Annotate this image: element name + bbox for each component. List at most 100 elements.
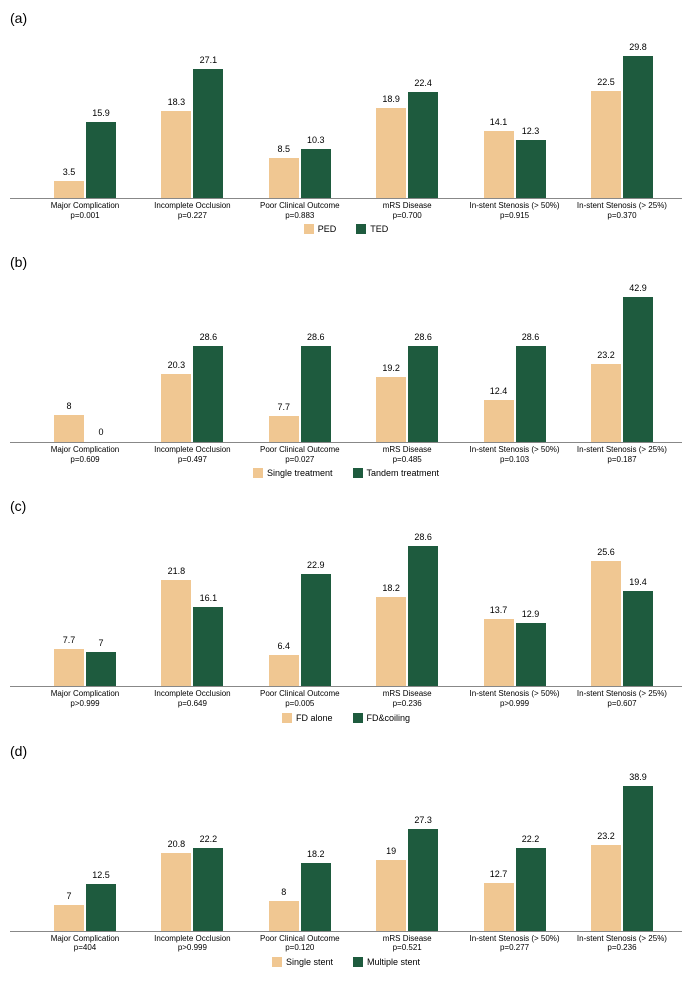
bar-value-label: 12.3 — [522, 126, 540, 136]
x-label: In-stent Stenosis (> 25%)p=0.236 — [572, 934, 672, 953]
bars: 18.327.1 — [161, 46, 223, 198]
bar-series-1: 19.2 — [376, 377, 406, 442]
bar-group: 13.712.9 — [465, 534, 565, 686]
legend-item: PED — [304, 224, 337, 234]
bar-value-label: 7.7 — [63, 635, 76, 645]
bar-group: 23.238.9 — [572, 779, 672, 931]
x-label: In-stent Stenosis (> 25%)p=0.187 — [572, 445, 672, 464]
bar-series-2: 42.9 — [623, 297, 653, 442]
bar-series-1: 8 — [54, 415, 84, 442]
legend-text: Multiple stent — [367, 957, 420, 967]
chart-area: 712.520.822.2818.21927.312.722.223.238.9 — [10, 743, 682, 932]
bar-series-2: 18.2 — [301, 863, 331, 930]
legend-text: PED — [318, 224, 337, 234]
legend-item: Multiple stent — [353, 957, 420, 967]
legend-text: Single stent — [286, 957, 333, 967]
bar-value-label: 23.2 — [597, 831, 615, 841]
legend-swatch — [253, 468, 263, 478]
bar-series-1: 7.7 — [269, 416, 299, 442]
bar-value-label: 28.6 — [200, 332, 218, 342]
bar-value-label: 6.4 — [278, 641, 291, 651]
bar-value-label: 18.2 — [307, 849, 325, 859]
legend-swatch — [356, 224, 366, 234]
bar-value-label: 13.7 — [490, 605, 508, 615]
x-label: Incomplete Occlusionp=0.497 — [142, 445, 242, 464]
bar-value-label: 38.9 — [629, 772, 647, 782]
bar-series-2: 28.6 — [193, 346, 223, 443]
legend-text: Tandem treatment — [367, 468, 440, 478]
chart-area: 8020.328.67.728.619.228.612.428.623.242.… — [10, 254, 682, 443]
legend-text: FD alone — [296, 713, 333, 723]
bar-value-label: 10.3 — [307, 135, 325, 145]
legend: FD alone FD&coiling — [10, 713, 682, 723]
bar-series-1: 18.9 — [376, 108, 406, 198]
bar-value-label: 19.2 — [382, 363, 400, 373]
bar-value-label: 18.9 — [382, 94, 400, 104]
legend: Single stent Multiple stent — [10, 957, 682, 967]
bar-series-2: 19.4 — [623, 591, 653, 686]
legend-text: TED — [370, 224, 388, 234]
bars: 12.428.6 — [484, 290, 546, 442]
bar-series-2: 28.6 — [516, 346, 546, 443]
bar-series-2: 28.6 — [408, 346, 438, 443]
x-label: mRS Diseasep=0.700 — [357, 201, 457, 220]
legend-swatch — [353, 957, 363, 967]
legend-item: FD alone — [282, 713, 333, 723]
legend-swatch — [304, 224, 314, 234]
bars: 18.922.4 — [376, 46, 438, 198]
x-axis-labels: Major Complicationp>0.999Incomplete Occl… — [10, 687, 682, 708]
bar-series-1: 6.4 — [269, 655, 299, 686]
bar-value-label: 29.8 — [629, 42, 647, 52]
bar-value-label: 3.5 — [63, 167, 76, 177]
bar-series-1: 23.2 — [591, 364, 621, 442]
bar-series-2: 27.1 — [193, 69, 223, 198]
bars: 20.328.6 — [161, 290, 223, 442]
bar-series-2: 28.6 — [408, 546, 438, 686]
legend-text: FD&coiling — [367, 713, 411, 723]
bar-value-label: 22.9 — [307, 560, 325, 570]
bar-group: 6.422.9 — [250, 534, 350, 686]
bars: 1927.3 — [376, 779, 438, 931]
bars: 7.728.6 — [269, 290, 331, 442]
bars: 21.816.1 — [161, 534, 223, 686]
x-label: Major Complicationp>0.999 — [35, 689, 135, 708]
bar-series-2: 22.9 — [301, 574, 331, 686]
x-label: Major Complicationp=0.001 — [35, 201, 135, 220]
bars: 6.422.9 — [269, 534, 331, 686]
x-label: Poor Clinical Outcomep=0.005 — [250, 689, 350, 708]
bars: 14.112.3 — [484, 46, 546, 198]
x-label: In-stent Stenosis (> 50%)p=0.103 — [465, 445, 565, 464]
x-axis-labels: Major Complicationp=404Incomplete Occlus… — [10, 932, 682, 953]
bar-group: 12.428.6 — [465, 290, 565, 442]
legend-item: Single treatment — [253, 468, 333, 478]
x-label: In-stent Stenosis (> 25%)p=0.370 — [572, 201, 672, 220]
bar-series-1: 7.7 — [54, 649, 84, 687]
bar-series-2: 28.6 — [301, 346, 331, 443]
bar-value-label: 7.7 — [278, 402, 291, 412]
bar-series-2: 27.3 — [408, 829, 438, 930]
x-label: In-stent Stenosis (> 25%)p=0.607 — [572, 689, 672, 708]
bars: 22.529.8 — [591, 46, 653, 198]
bars: 23.238.9 — [591, 779, 653, 931]
bar-series-2: 29.8 — [623, 56, 653, 198]
bar-series-1: 8.5 — [269, 158, 299, 198]
legend: Single treatment Tandem treatment — [10, 468, 682, 478]
bars: 12.722.2 — [484, 779, 546, 931]
bar-value-label: 8 — [66, 401, 71, 411]
bar-value-label: 27.3 — [414, 815, 432, 825]
bar-group: 3.515.9 — [35, 46, 135, 198]
bar-series-2: 12.3 — [516, 140, 546, 198]
bar-value-label: 22.2 — [522, 834, 540, 844]
bar-value-label: 8 — [281, 887, 286, 897]
chart-panel: (b)8020.328.67.728.619.228.612.428.623.2… — [10, 254, 682, 478]
bar-value-label: 21.8 — [168, 566, 186, 576]
bar-value-label: 42.9 — [629, 283, 647, 293]
legend-swatch — [353, 713, 363, 723]
bar-series-2: 22.2 — [193, 848, 223, 930]
bar-series-1: 20.8 — [161, 853, 191, 930]
legend-item: Single stent — [272, 957, 333, 967]
x-label: Major Complicationp=404 — [35, 934, 135, 953]
bar-value-label: 23.2 — [597, 350, 615, 360]
bar-group: 18.228.6 — [357, 534, 457, 686]
bar-series-1: 21.8 — [161, 580, 191, 687]
